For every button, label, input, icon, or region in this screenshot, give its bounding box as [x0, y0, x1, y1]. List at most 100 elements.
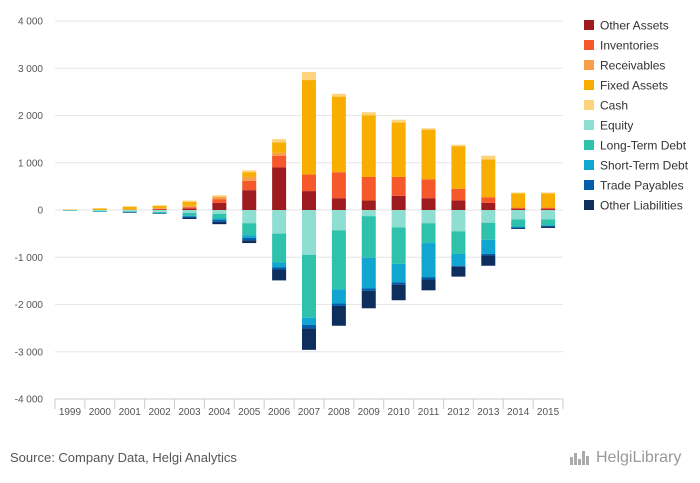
bar-segment: [122, 211, 137, 212]
x-tick-label: 2007: [298, 407, 321, 418]
bar-segment: [302, 317, 316, 325]
bar-segment: [481, 197, 496, 203]
bar-segment: [182, 216, 197, 218]
x-tick-label: 1999: [59, 407, 82, 418]
bar-segment: [451, 200, 466, 210]
bar-segment: [331, 93, 346, 97]
brand-logo: HelgiLibrary: [570, 449, 681, 467]
bar-segment: [122, 212, 137, 213]
bar-segment: [451, 265, 466, 267]
bar-segment: [122, 209, 137, 211]
bar-segment: [421, 223, 436, 244]
bar-segment: [541, 210, 556, 220]
bar-segment: [421, 210, 436, 224]
bar-segment: [331, 289, 346, 304]
bar-segment: [391, 119, 406, 123]
bar-segment: [122, 206, 137, 207]
x-tick-label: 2001: [119, 407, 142, 418]
bar-segment: [212, 196, 227, 197]
bar-segment: [272, 262, 287, 268]
x-axis: 1999 2000 2001 2002 2003 2004 2005 2006 2007 2008…: [54, 398, 564, 418]
y-tick-label: -2 000: [15, 300, 44, 311]
bar-segment: [62, 210, 77, 211]
bar-segment: [541, 209, 556, 210]
bar-segment: [242, 180, 257, 191]
bar-segment: [212, 219, 227, 222]
bar-segment: [182, 201, 197, 206]
x-tick-label: 2002: [148, 407, 171, 418]
bar-segment: [302, 210, 316, 255]
legend-swatch: [584, 120, 594, 130]
bar-segment: [272, 269, 287, 281]
y-tick-label: 2 000: [18, 111, 43, 122]
bar-segment: [182, 215, 197, 217]
legend-swatch: [584, 100, 594, 110]
bar-segment: [182, 200, 197, 202]
bar-segment: [511, 219, 526, 227]
bar-segment: [391, 263, 406, 283]
x-tick-label: 2000: [89, 407, 112, 418]
x-tick-label: 2004: [208, 407, 231, 418]
city-skyline-icon: [570, 451, 589, 465]
legend-swatch: [584, 200, 594, 210]
y-tick-label: 4 000: [18, 17, 43, 28]
bar-segment: [481, 253, 496, 256]
bar-segment: [302, 72, 316, 81]
bar-segment: [361, 176, 376, 201]
source-note: Source: Company Data, Helgi Analytics: [10, 450, 237, 465]
y-tick-label: -4 000: [15, 395, 44, 406]
x-tick-label: 2013: [477, 407, 500, 418]
bar-segment: [511, 226, 526, 228]
bar-segment: [511, 209, 526, 210]
legend-entry: Inventories: [600, 39, 659, 53]
bar-segment: [62, 209, 77, 210]
bar-segment: [361, 257, 376, 289]
bar-segment: [242, 176, 257, 181]
bar-segment: [242, 210, 257, 224]
bar-segment: [361, 112, 376, 116]
bar-segment: [152, 211, 167, 213]
bar-segment: [331, 210, 346, 231]
bar-segment: [302, 191, 316, 210]
legend: Other Assets Inventories Receivables Fixed …: [584, 19, 689, 213]
bar-segment: [391, 195, 406, 210]
bar-segment: [302, 254, 316, 318]
bar-segment: [152, 205, 167, 209]
bar-segment: [481, 202, 496, 210]
bar-segment: [451, 210, 466, 232]
bars: [62, 72, 556, 350]
bar-segment: [182, 212, 197, 216]
legend-swatch: [584, 40, 594, 50]
bar-segment: [361, 288, 376, 291]
bar-segment: [272, 167, 287, 210]
bar-segment: [541, 207, 556, 210]
bar-segment: [212, 202, 227, 210]
bar-segment: [361, 210, 376, 217]
bar-segment: [451, 253, 466, 266]
bar-segment: [421, 243, 436, 278]
legend-entry: Other Liabilities: [600, 199, 683, 213]
legend-entry: Receivables: [600, 59, 665, 73]
bar-segment: [331, 305, 346, 326]
bar-segment: [511, 192, 526, 194]
bar-segment: [331, 230, 346, 290]
bar-segment: [421, 279, 436, 291]
y-axis-ticks: 4 000 3 000 2 000 1 000 0 -1 000 -2 000 -3 000 -…: [15, 17, 44, 406]
bar-segment: [212, 210, 227, 214]
bar-segment: [451, 231, 466, 254]
y-tick-label: 1 000: [18, 158, 43, 169]
bar-segment: [242, 170, 257, 173]
bar-segment: [272, 142, 287, 153]
legend-entry: Fixed Assets: [600, 79, 668, 93]
legend-swatch: [584, 140, 594, 150]
bar-segment: [212, 199, 227, 203]
legend-entry: Cash: [600, 99, 628, 113]
bar-segment: [541, 226, 556, 228]
bar-segment: [361, 290, 376, 309]
bar-segment: [272, 139, 287, 143]
y-tick-label: 3 000: [18, 64, 43, 75]
bar-segment: [511, 227, 526, 228]
bar-segment: [421, 128, 436, 130]
bar-segment: [421, 129, 436, 180]
bar-segment: [212, 213, 227, 219]
